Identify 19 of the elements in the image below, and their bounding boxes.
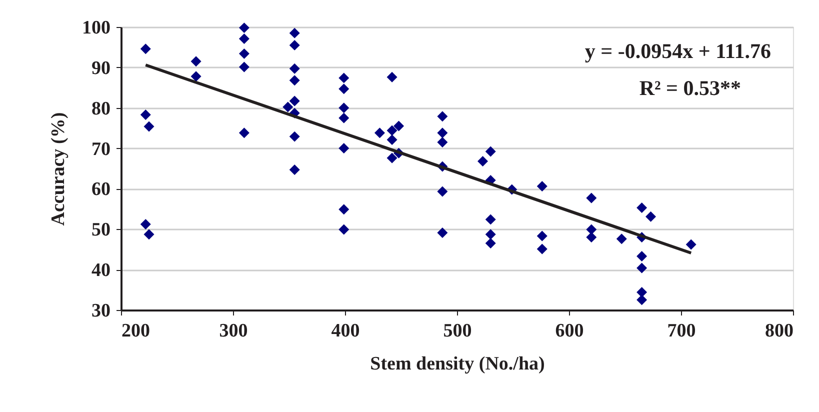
x-tick-label: 400 <box>331 320 360 342</box>
x-tick-label: 700 <box>667 320 696 342</box>
y-tick-label: 50 <box>92 220 110 241</box>
y-tick-label: 60 <box>92 179 110 200</box>
annotation: R² = 0.53** <box>639 76 741 100</box>
y-tick-label: 40 <box>92 260 110 282</box>
x-axis-title: Stem density (No./ha) <box>370 354 545 374</box>
x-tick-label: 200 <box>122 320 150 342</box>
y-tick-label: 100 <box>82 18 110 38</box>
x-tick-label: 300 <box>219 320 248 342</box>
y-axis-title: Accuracy (%) <box>48 112 69 226</box>
x-tick-label: 500 <box>443 320 472 342</box>
x-tick-label: 600 <box>555 320 584 342</box>
annotation: y = -0.0954x + 111.76 <box>584 39 771 63</box>
y-tick-label: 30 <box>92 300 110 322</box>
y-tick-label: 70 <box>92 138 110 160</box>
y-tick-label: 80 <box>92 98 110 120</box>
x-tick-label: 800 <box>765 320 794 342</box>
y-tick-label: 90 <box>92 58 110 79</box>
